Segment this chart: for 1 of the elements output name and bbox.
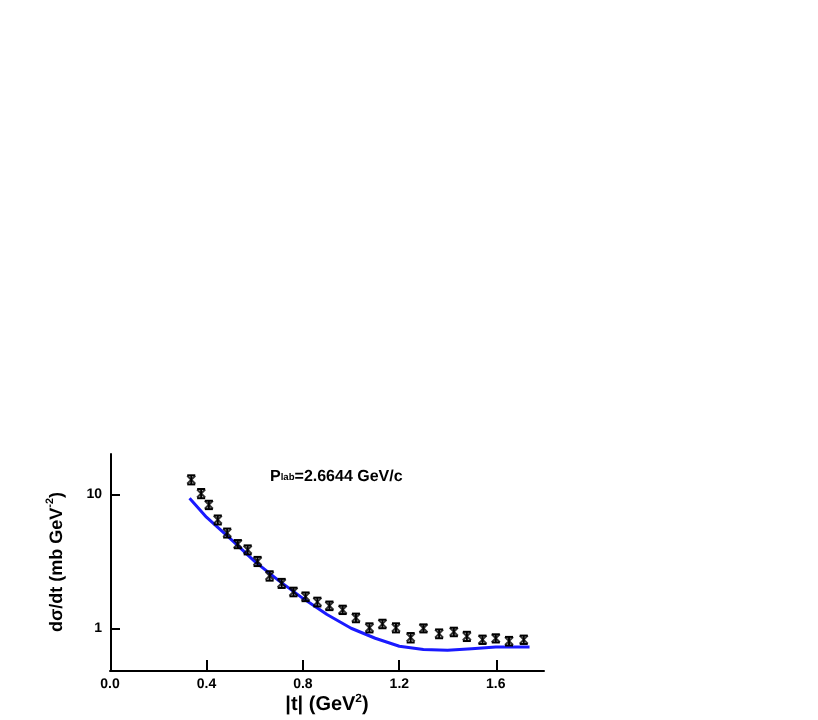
line-series	[188, 496, 532, 652]
